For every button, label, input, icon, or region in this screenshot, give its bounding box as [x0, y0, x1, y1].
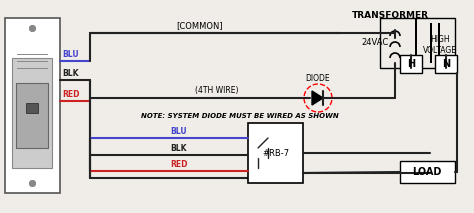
Text: N: N — [442, 59, 450, 69]
Bar — [380, 18, 455, 68]
Bar — [5, 18, 60, 193]
Text: [COMMON]: [COMMON] — [177, 21, 223, 30]
Polygon shape — [312, 91, 323, 105]
Text: NOTE: SYSTEM DIODE MUST BE WIRED AS SHOWN: NOTE: SYSTEM DIODE MUST BE WIRED AS SHOW… — [141, 113, 339, 119]
Text: BLK: BLK — [170, 144, 186, 153]
Text: RED: RED — [62, 90, 80, 99]
Text: LOAD: LOAD — [412, 167, 442, 177]
Text: #RB-7: #RB-7 — [262, 148, 289, 157]
Bar — [435, 55, 457, 73]
Text: H: H — [407, 59, 415, 69]
Text: (4TH WIRE): (4TH WIRE) — [195, 86, 238, 95]
Bar — [430, 23, 432, 63]
Bar — [400, 55, 422, 73]
Bar — [438, 23, 440, 63]
Text: DIODE: DIODE — [306, 74, 330, 83]
Bar — [16, 83, 48, 148]
Bar — [248, 123, 303, 183]
Bar — [12, 58, 52, 168]
Text: RED: RED — [170, 160, 188, 169]
Bar — [26, 103, 38, 113]
Text: TRANSFORMER: TRANSFORMER — [352, 11, 428, 20]
Text: BLU: BLU — [170, 127, 187, 136]
Text: BLK: BLK — [62, 69, 79, 78]
Bar — [400, 161, 455, 183]
Text: HIGH
VOLTAGE: HIGH VOLTAGE — [423, 35, 457, 55]
Text: 24VAC: 24VAC — [361, 38, 389, 47]
Bar — [415, 18, 417, 68]
Text: BLU: BLU — [62, 50, 79, 59]
